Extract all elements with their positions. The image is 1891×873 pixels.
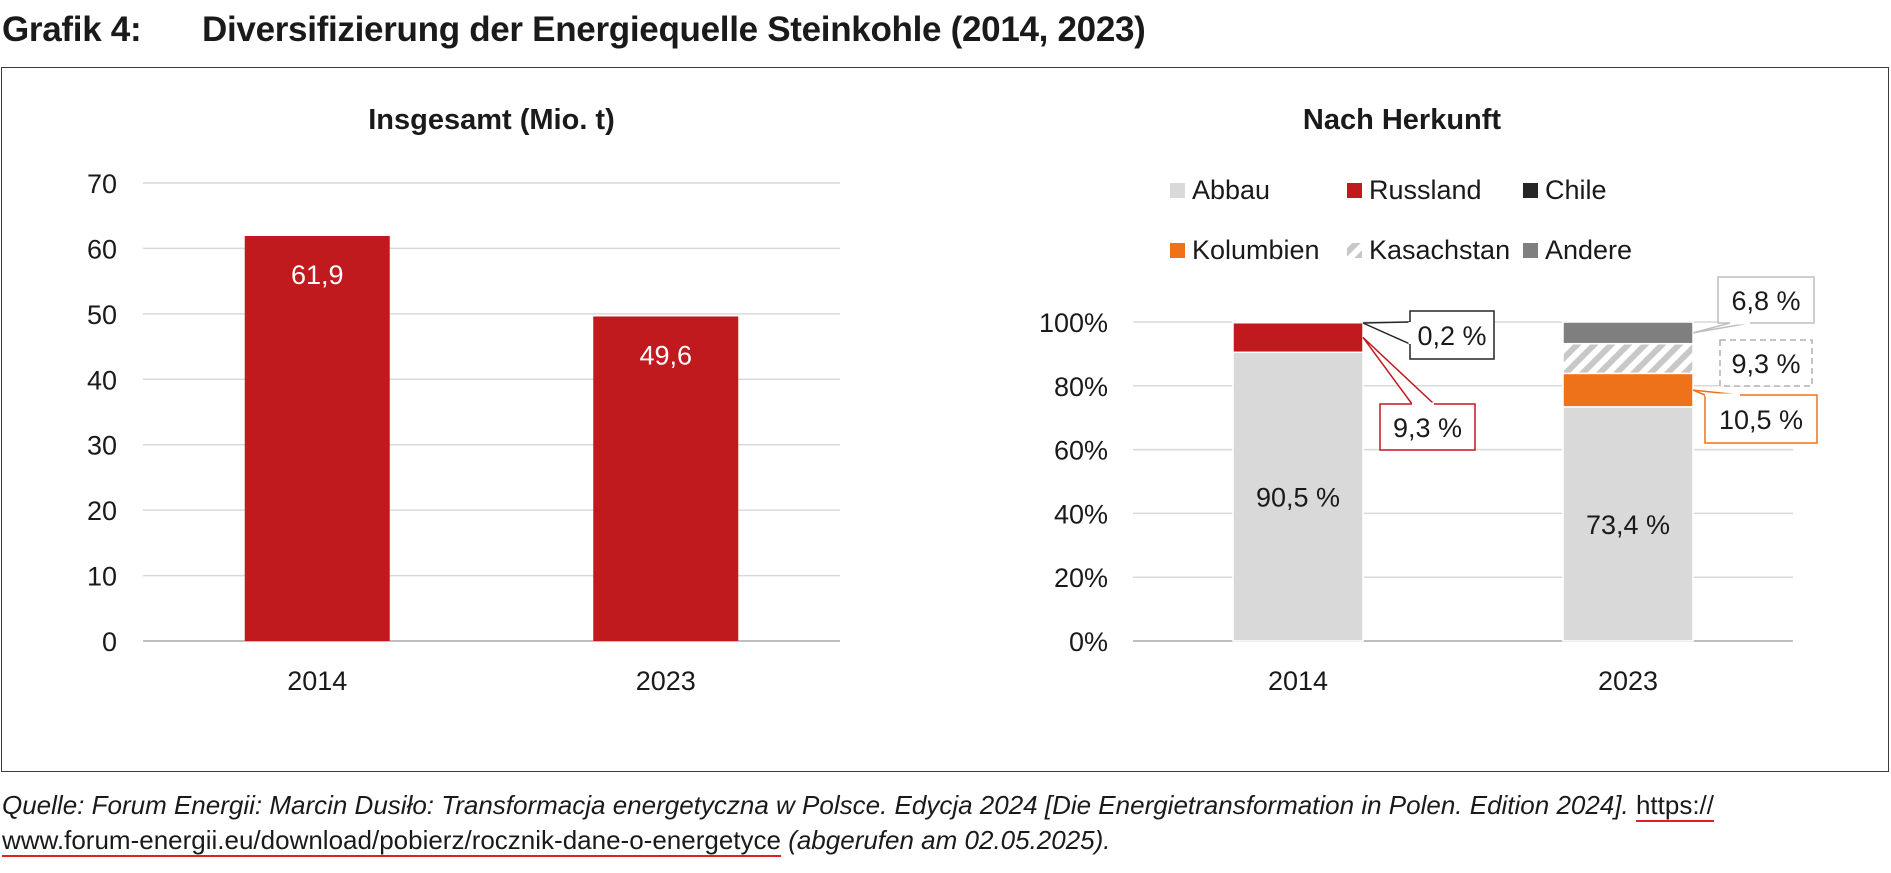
y-tick-label: 60 <box>87 234 117 264</box>
legend-swatch-chile <box>1523 183 1538 198</box>
y-tick-label: 60% <box>1054 436 1108 466</box>
y-tick-label: 30 <box>87 431 117 461</box>
legend-swatch-andere <box>1523 243 1538 258</box>
bar-2023-kolumbien <box>1562 372 1694 408</box>
legend-label: Kolumbien <box>1192 235 1320 265</box>
callout-box <box>1379 403 1476 451</box>
callout-label: 9,3 % <box>1731 349 1800 379</box>
bar-2023-kasachstan <box>1562 342 1694 375</box>
legend-swatch-kasachstan <box>1347 243 1362 258</box>
bar-2023-abbau <box>1562 406 1694 642</box>
x-tick-label: 2014 <box>287 666 347 696</box>
y-tick-label: 20% <box>1054 563 1108 593</box>
bar-2014-abbau <box>1232 351 1364 642</box>
bar-2014-russland <box>1232 321 1364 354</box>
callout-box <box>1409 310 1495 360</box>
legend-label: Russland <box>1369 175 1482 205</box>
chart-title: Nach Herkunft <box>1303 104 1502 136</box>
y-tick-label: 40 <box>87 365 117 395</box>
callout-label: 6,8 % <box>1731 286 1800 316</box>
legend-label: Kasachstan <box>1369 235 1510 265</box>
y-tick-label: 100% <box>1039 308 1108 338</box>
callout-box <box>1704 394 1818 444</box>
chart-total: Insgesamt (Mio. t) 0 10 20 30 40 50 60 70 61,9 201… <box>87 104 840 696</box>
y-tick-label: 0 <box>102 627 117 657</box>
x-tick-label: 2023 <box>1598 666 1658 696</box>
callout-label: 0,2 % <box>1417 321 1486 351</box>
legend-label: Chile <box>1545 175 1607 205</box>
y-tick-label: 10 <box>87 562 117 592</box>
y-tick-label: 20 <box>87 496 117 526</box>
bar-2023 <box>593 316 739 641</box>
x-tick-label: 2023 <box>636 666 696 696</box>
callout-label: 10,5 % <box>1719 405 1803 435</box>
bar-2014 <box>244 235 390 642</box>
figure-title: Diversifizierung der Energiequelle Stein… <box>202 10 1146 49</box>
y-tick-label: 40% <box>1054 499 1108 529</box>
y-tick-label: 80% <box>1054 372 1108 402</box>
source-note: Quelle: Forum Energii: Marcin Dusiło: Tr… <box>2 788 1888 858</box>
bar-2023-andere <box>1562 321 1694 345</box>
legend-swatch-kolumbien <box>1170 243 1185 258</box>
figure-label: Grafik 4: <box>2 10 142 49</box>
chart-origin: Nach Herkunft Abbau Russland Chile Kolumbien… <box>1039 104 1818 696</box>
source-text: Quelle: Forum Energii: Marcin Dusiło: Tr… <box>2 790 1636 820</box>
source-suffix: (abgerufen am 02.05.2025). <box>780 825 1111 855</box>
x-tick-label: 2014 <box>1268 666 1328 696</box>
legend-label: Andere <box>1545 235 1632 265</box>
segment-label: 90,5 % <box>1256 483 1340 513</box>
bar-2014-chile <box>1232 321 1364 324</box>
chart-title: Insgesamt (Mio. t) <box>368 104 615 136</box>
y-tick-label: 70 <box>87 169 117 199</box>
segment-label: 73,4 % <box>1586 510 1670 540</box>
bar-value-label: 61,9 <box>291 260 344 290</box>
legend-label: Abbau <box>1192 175 1270 205</box>
legend-swatch-abbau <box>1170 183 1185 198</box>
legend-swatch-russland <box>1347 183 1362 198</box>
y-tick-label: 50 <box>87 300 117 330</box>
callout-box <box>1719 339 1813 387</box>
callout-pointer <box>1362 321 1411 346</box>
callout-box <box>1717 276 1815 324</box>
chart-frame <box>1 67 1889 772</box>
y-tick-label: 0% <box>1069 627 1108 657</box>
source-link[interactable]: https://www.forum-energii.eu/download/po… <box>2 790 1715 857</box>
bar-value-label: 49,6 <box>639 340 692 370</box>
callout-label: 9,3 % <box>1393 413 1462 443</box>
